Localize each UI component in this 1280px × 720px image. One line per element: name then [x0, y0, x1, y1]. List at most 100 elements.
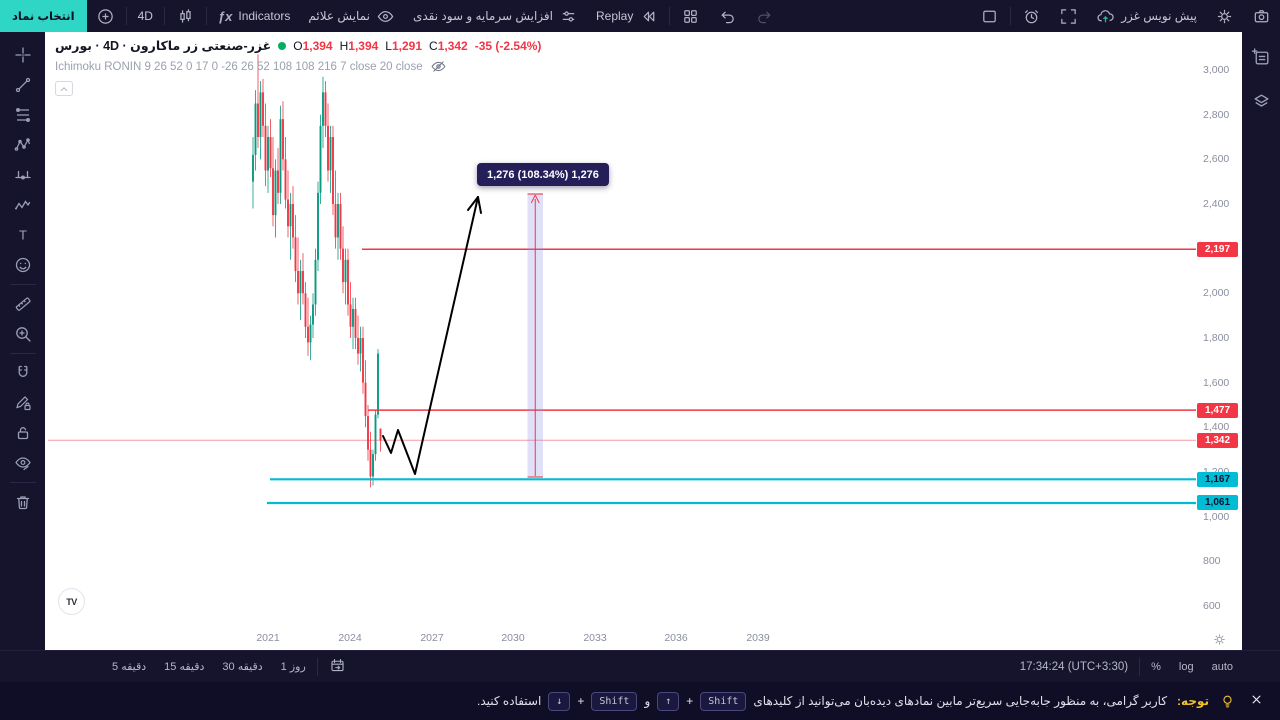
notification-text: استفاده کنید.: [476, 694, 542, 708]
clock-timezone-button[interactable]: 17:34:24 (UTC+3:30): [1011, 651, 1137, 683]
indicators-button[interactable]: ƒx Indicators: [209, 0, 300, 32]
watchlist-add-icon[interactable]: [1244, 42, 1278, 72]
auto-scale-button[interactable]: auto: [1203, 651, 1242, 683]
candle-body: [259, 92, 262, 137]
time-tick-label: 2021: [256, 632, 280, 644]
redo-button[interactable]: [746, 0, 783, 32]
layers-icon[interactable]: [1244, 86, 1278, 116]
price-label-chip-1,342: 1,342: [1197, 432, 1238, 448]
go-to-date-button[interactable]: [320, 651, 355, 683]
fullscreen-button[interactable]: [1050, 0, 1087, 32]
candle-body: [322, 92, 324, 126]
candle-body: [304, 293, 307, 327]
keyboard-key-badge: ↑: [657, 691, 680, 711]
close-notification-button[interactable]: [1246, 691, 1266, 711]
toolbar-divider: [669, 7, 671, 25]
tradingview-logo[interactable]: TV: [58, 588, 85, 615]
candle-body: [349, 304, 352, 327]
candle-body: [309, 324, 312, 343]
elliott-wave-icon[interactable]: [6, 190, 40, 220]
candle-body: [264, 125, 267, 171]
lock-drawings-edit-icon[interactable]: [6, 388, 40, 418]
emoji-icon[interactable]: [6, 250, 40, 280]
candle-body: [374, 414, 377, 455]
price-tick-label: 1,800: [1203, 331, 1230, 344]
text-icon[interactable]: [6, 220, 40, 250]
time-axis[interactable]: 2021 2024 2027 2030 2033 2036 2039: [45, 628, 1196, 650]
price-axis[interactable]: 3,000 2,800 2,600 2,400 2,000 1,800 1,600 1,400…: [1196, 32, 1242, 628]
log-scale-button[interactable]: log: [1170, 651, 1203, 683]
zoom-in-icon[interactable]: [6, 319, 40, 349]
chart-plot[interactable]: غزر-صنعتی زر ماکارون · 4D · بورس O1,394 …: [45, 32, 1196, 628]
percent-scale-button[interactable]: %: [1142, 651, 1170, 683]
candle-body: [372, 454, 374, 477]
candle-body: [329, 136, 332, 171]
fib-retracement-icon[interactable]: [6, 100, 40, 130]
candle-body: [354, 308, 357, 338]
symbol-title[interactable]: غزر-صنعتی زر ماکارون · 4D · بورس: [55, 39, 272, 53]
bottom-toolbar: 5 دقیقه 15 دقیقه 30 دقیقه 1 روز 17:34:24 (U…: [0, 650, 1280, 682]
draft-label: پیش نویس غزر: [1121, 9, 1197, 23]
price-range-drawing[interactable]: [527, 193, 544, 478]
fx-icon: ƒx: [217, 8, 233, 24]
change-value: -35 (-2.54%): [474, 38, 542, 53]
grid-icon: [681, 7, 700, 26]
crosshair-icon[interactable]: [6, 40, 40, 70]
trend-line-icon[interactable]: [6, 70, 40, 100]
interval-button[interactable]: 4D: [129, 0, 162, 32]
xabcd-pattern-icon[interactable]: [6, 130, 40, 160]
collapse-indicators-button[interactable]: [55, 81, 73, 96]
candle-body: [254, 103, 257, 155]
indicator-legend[interactable]: Ichimoku RONIN 9 26 52 0 17 0 -26 26 52 …: [55, 60, 423, 73]
compare-add-button[interactable]: [87, 0, 124, 32]
long-position-icon[interactable]: [6, 160, 40, 190]
candle-body: [272, 168, 274, 216]
price-scale-settings-icon[interactable]: [1212, 632, 1227, 647]
toolbar-divider: [125, 7, 127, 25]
chart-style-button[interactable]: [167, 0, 204, 32]
screenshot-button[interactable]: [1243, 0, 1280, 32]
indicator-hidden-eye-icon[interactable]: [430, 58, 447, 75]
multichart-layout-button[interactable]: [672, 0, 709, 32]
candle-body: [314, 259, 317, 305]
price-tick-label: 2,600: [1203, 153, 1230, 166]
candle-body: [267, 136, 269, 171]
trash-icon[interactable]: [6, 487, 40, 517]
corporate-actions-button[interactable]: افزایش سرمایه و سود نقدی: [404, 0, 587, 32]
replay-button[interactable]: Replay: [587, 0, 667, 32]
undo-button[interactable]: [709, 0, 746, 32]
select-symbol-button[interactable]: انتخاب نماد: [0, 0, 87, 32]
eye-icon: [376, 7, 395, 26]
timeframe-button-1[interactable]: 15 دقیقه: [155, 651, 213, 683]
notification-heading: توجه:: [1177, 694, 1209, 708]
price-tick-label: 3,000: [1203, 64, 1230, 76]
candle-body: [284, 159, 287, 200]
candle-body: [337, 203, 339, 238]
save-draft-button[interactable]: پیش نویس غزر: [1087, 0, 1206, 32]
price-label-chip-1,061: 1,061: [1197, 495, 1238, 511]
alert-button[interactable]: [1013, 0, 1050, 32]
show-marks-button[interactable]: نمایش علائم: [299, 0, 404, 32]
settings-button[interactable]: [1206, 0, 1243, 32]
price-label-chip-2,197: 2,197: [1197, 241, 1238, 257]
cloud-upload-icon: [1096, 7, 1115, 26]
time-tick-label: 2033: [583, 632, 607, 644]
candle-body: [339, 203, 342, 249]
toolbar-divider: [163, 7, 165, 25]
trend-arrow-drawing[interactable]: [382, 196, 482, 475]
price-label-chip-1,167: 1,167: [1197, 471, 1238, 487]
layout-rect-icon: [980, 7, 999, 26]
timeframe-button-2[interactable]: 30 دقیقه: [213, 651, 271, 683]
lock-icon[interactable]: [6, 418, 40, 448]
magnet-icon[interactable]: [6, 358, 40, 388]
candle-body: [344, 259, 347, 283]
time-tick-label: 2036: [664, 632, 688, 644]
timeframe-button-0[interactable]: 5 دقیقه: [103, 651, 155, 683]
ruler-icon[interactable]: [6, 289, 40, 319]
candles-icon: [176, 7, 195, 26]
candle-body: [294, 237, 297, 271]
candlestick-chart: [48, 54, 1196, 505]
hide-drawings-icon[interactable]: [6, 448, 40, 478]
single-layout-button[interactable]: [971, 0, 1008, 32]
timeframe-button-3[interactable]: 1 روز: [272, 651, 315, 683]
